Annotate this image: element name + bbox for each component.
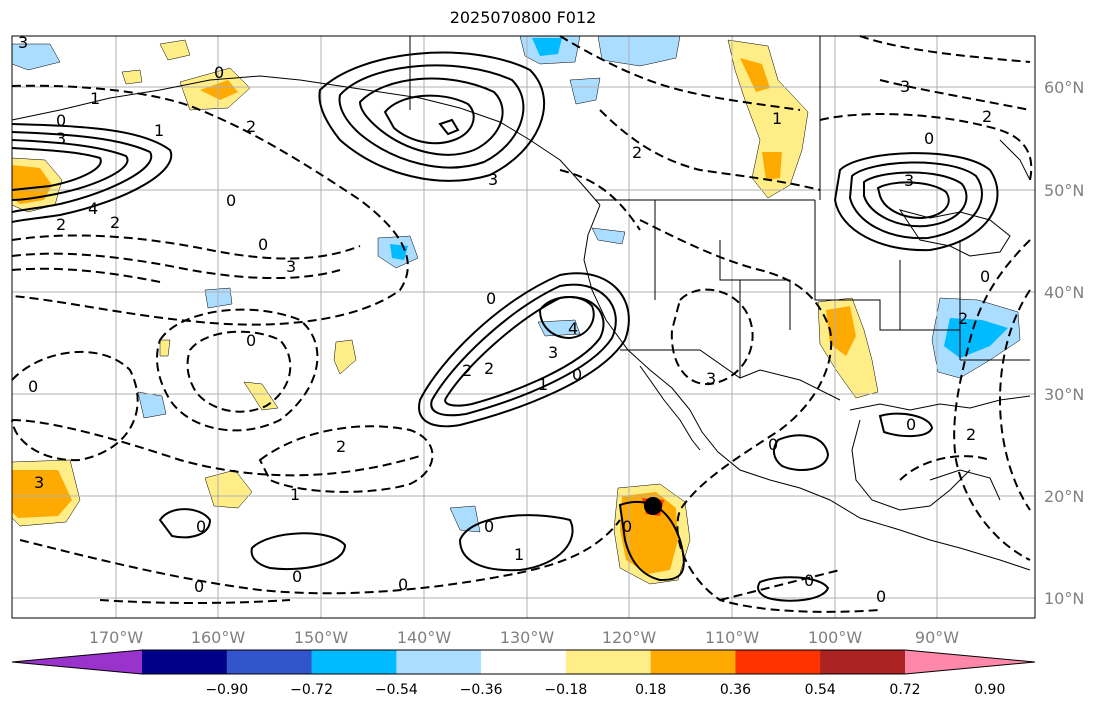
contour-label: 0 <box>292 567 302 586</box>
contour-label: 0 <box>398 575 408 594</box>
colorbar: −0.90 −0.72 −0.54 −0.36 −0.18 0.18 0.36 0.54 0.7… <box>11 649 1036 698</box>
contour-label: 0 <box>980 267 990 286</box>
contour-label: 1 <box>538 375 548 394</box>
colorbar-tick-label: −0.36 <box>460 682 503 698</box>
contour-label: 1 <box>290 485 300 504</box>
lon-label: 110°W <box>705 628 760 647</box>
shaded-anomalies <box>11 35 1021 585</box>
colorbar-extend-low <box>12 650 142 674</box>
contours-positive <box>11 51 999 602</box>
contour-label: 0 <box>906 415 916 434</box>
grid-lines <box>12 36 1035 618</box>
colorbar-tick-label: −0.18 <box>544 682 587 698</box>
lon-label: 90°W <box>915 628 959 647</box>
contour-label: 3 <box>34 473 44 492</box>
contour-label: 2 <box>966 425 976 444</box>
latitude-labels: 60°N 50°N 40°N 30°N 20°N 10°N <box>1044 78 1084 608</box>
colorbar-tick-label: 0.90 <box>974 682 1005 698</box>
contour-label: 3 <box>18 33 28 52</box>
contour-label: 1 <box>154 121 164 140</box>
colorbar-extend-high <box>905 650 1035 674</box>
contour-label: 1 <box>90 89 100 108</box>
contour-label: 3 <box>548 343 558 362</box>
contour-label: 0 <box>804 571 814 590</box>
contour-label: 0 <box>768 435 778 454</box>
colorbar-outline <box>11 649 1036 675</box>
contour-label: 0 <box>28 377 38 396</box>
contour-label: 0 <box>484 517 494 536</box>
contour-label: 2 <box>110 213 120 232</box>
contour-label: 4 <box>88 199 98 218</box>
lat-label: 10°N <box>1044 589 1084 608</box>
contour-label: 1 <box>514 545 524 564</box>
colorbar-segment <box>311 650 397 674</box>
colorbar-segment <box>820 650 906 674</box>
lon-label: 120°W <box>602 628 657 647</box>
colorbar-segment <box>565 650 652 674</box>
contour-label: 1 <box>772 109 782 128</box>
contour-label: 3 <box>488 170 498 189</box>
colorbar-tick-label: −0.90 <box>205 682 248 698</box>
lon-label: 100°W <box>808 628 863 647</box>
colorbar-tick-label: 0.18 <box>635 682 666 698</box>
lat-label: 50°N <box>1044 181 1084 200</box>
lon-label: 170°W <box>89 628 144 647</box>
contour-label: 3 <box>286 257 296 276</box>
colorbar-segment <box>142 650 228 674</box>
contour-label: 2 <box>462 361 472 380</box>
colorbar-tick-label: 0.36 <box>720 682 751 698</box>
colorbar-tick-label: 0.54 <box>805 682 836 698</box>
lat-label: 40°N <box>1044 283 1084 302</box>
contour-label: 2 <box>246 117 256 136</box>
contour-label: 3 <box>56 129 66 148</box>
contour-label: 2 <box>982 107 992 126</box>
contour-label: 0 <box>56 111 66 130</box>
lon-label: 130°W <box>500 628 555 647</box>
lat-label: 30°N <box>1044 385 1084 404</box>
colorbar-tick-label: −0.72 <box>290 682 333 698</box>
colorbar-segment <box>735 650 821 674</box>
coastlines <box>11 36 1031 571</box>
location-marker <box>644 497 662 515</box>
contours-negative <box>11 35 1033 613</box>
contour-label: 0 <box>246 331 256 350</box>
contour-label: 2 <box>632 143 642 162</box>
lon-label: 140°W <box>397 628 452 647</box>
contour-label: 4 <box>568 319 578 338</box>
contour-label: 3 <box>904 171 914 190</box>
colorbar-tick-label: −0.54 <box>375 682 418 698</box>
lat-label: 60°N <box>1044 78 1084 97</box>
contour-label: 2 <box>484 359 494 378</box>
contour-label: 0 <box>622 517 632 536</box>
contour-label: 2 <box>56 215 66 234</box>
map-title: 2025070800 F012 <box>449 8 597 27</box>
contour-label: 0 <box>572 365 582 384</box>
contour-label: 2 <box>958 309 968 328</box>
colorbar-segment <box>226 650 313 674</box>
contour-label: 0 <box>258 235 268 254</box>
contour-label: 0 <box>194 577 204 596</box>
lon-label: 160°W <box>191 628 246 647</box>
longitude-labels: 170°W 160°W 150°W 140°W 130°W 120°W 110°… <box>89 628 959 647</box>
contour-label: 0 <box>486 289 496 308</box>
contour-label: 3 <box>900 77 910 96</box>
map-frame <box>11 35 1036 619</box>
contour-labels: 3 0 1 0 3 4 2 0 2 3 0 1 2 3 0 3 2 0 4 2 … <box>18 33 992 606</box>
contour-label: 0 <box>214 63 224 82</box>
contour-label: 0 <box>924 129 934 148</box>
contour-label: 3 <box>706 369 716 388</box>
contour-label: 2 <box>336 437 346 456</box>
contour-label: 0 <box>196 517 206 536</box>
lon-label: 150°W <box>294 628 349 647</box>
contour-label: 0 <box>876 587 886 606</box>
colorbar-segment <box>650 650 736 674</box>
colorbar-segment <box>481 650 567 674</box>
contour-label: 0 <box>226 191 236 210</box>
colorbar-segment <box>396 650 482 674</box>
lat-label: 20°N <box>1044 487 1084 506</box>
colorbar-tick-label: 0.72 <box>889 682 920 698</box>
